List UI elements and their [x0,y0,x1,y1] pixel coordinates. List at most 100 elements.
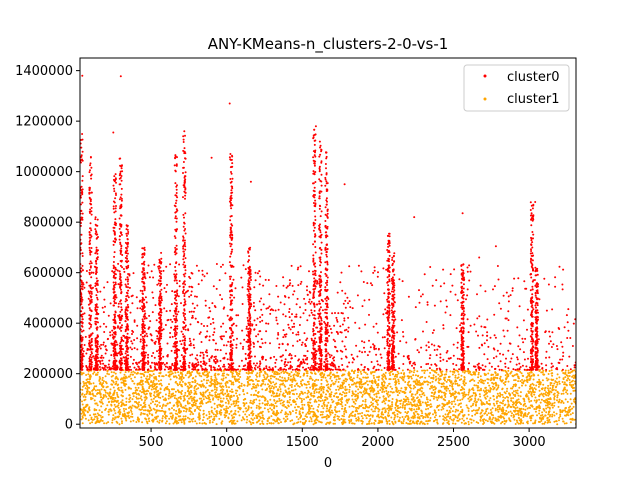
point-cluster0 [147,363,149,365]
point-cluster1 [416,403,419,406]
point-cluster0 [548,342,550,345]
point-cluster1 [139,372,142,375]
point-cluster1 [452,419,455,422]
point-cluster1 [190,411,193,414]
point-cluster0 [310,309,313,312]
point-cluster1 [129,396,132,399]
point-cluster1 [524,384,527,387]
point-cluster1 [384,371,387,374]
point-cluster1 [86,388,89,391]
point-cluster1 [430,391,433,394]
point-cluster1 [553,414,556,417]
point-cluster1 [215,423,218,426]
point-cluster1 [160,384,163,387]
point-cluster1 [413,422,416,425]
point-cluster1 [273,371,276,374]
point-cluster1 [526,379,529,382]
point-cluster1 [423,369,425,372]
point-cluster1 [94,389,97,392]
point-cluster0 [341,340,344,343]
point-cluster1 [453,400,456,403]
point-cluster1 [158,421,161,424]
point-cluster0 [107,337,109,340]
point-cluster1 [239,407,242,410]
point-cluster0 [130,340,133,343]
point-cluster1 [459,399,462,402]
point-cluster1 [297,405,300,408]
point-cluster1 [81,415,84,418]
point-cluster1 [492,373,494,376]
point-cluster0 [107,363,110,366]
point-cluster1 [309,375,312,378]
point-cluster1 [556,383,559,386]
point-cluster0 [264,358,267,361]
point-cluster0 [513,277,516,280]
point-cluster1 [216,382,219,385]
point-cluster1 [368,393,371,396]
point-cluster1 [412,371,415,374]
point-cluster1 [322,402,325,405]
point-cluster0 [277,333,280,336]
point-cluster1 [238,373,241,375]
point-cluster1 [125,408,127,411]
point-cluster1 [285,412,288,415]
point-cluster1 [301,399,303,402]
point-cluster1 [294,406,296,409]
point-cluster1 [558,382,561,385]
point-cluster1 [470,373,473,376]
point-cluster1 [511,392,514,394]
point-cluster0 [177,310,180,313]
point-cluster1 [325,396,328,399]
point-cluster1 [132,392,135,394]
point-cluster1 [413,369,416,372]
point-cluster0 [565,314,568,317]
point-cluster0 [476,317,479,320]
point-cluster1 [528,378,531,381]
point-cluster1 [275,395,278,398]
point-cluster0 [486,358,489,361]
point-cluster1 [416,413,419,415]
point-cluster1 [309,371,312,374]
point-cluster0 [254,279,257,282]
point-cluster1 [532,390,534,393]
point-cluster1 [389,385,392,388]
point-cluster1 [299,397,301,400]
point-cluster1 [563,381,566,384]
point-cluster1 [341,396,343,399]
point-cluster0 [204,351,207,353]
point-cluster1 [416,370,419,373]
point-cluster1 [276,420,278,423]
point-cluster1 [233,400,236,403]
point-cluster1 [522,422,525,425]
point-cluster1 [491,418,494,421]
point-cluster1 [231,375,234,378]
point-cluster1 [406,396,409,399]
point-cluster1 [434,410,436,412]
point-cluster1 [282,400,285,403]
point-cluster1 [217,373,220,376]
point-cluster1 [424,376,427,379]
point-cluster1 [553,411,555,414]
point-cluster0 [493,334,496,337]
point-cluster1 [377,390,380,393]
point-cluster0 [232,322,235,325]
point-cluster0 [219,359,222,362]
point-cluster1 [320,387,323,390]
point-cluster0 [465,298,467,301]
point-cluster1 [230,388,233,391]
point-cluster1 [226,410,229,413]
point-cluster1 [434,388,437,391]
point-cluster1 [164,399,167,402]
point-cluster1 [190,385,193,388]
point-cluster1 [130,415,132,418]
point-cluster1 [494,419,497,422]
point-cluster1 [476,385,479,387]
point-cluster1 [546,402,549,405]
point-cluster1 [159,382,162,385]
point-cluster1 [486,420,489,423]
point-cluster1 [546,404,549,407]
point-cluster1 [472,402,475,405]
point-cluster1 [420,395,423,398]
point-cluster1 [187,381,190,384]
